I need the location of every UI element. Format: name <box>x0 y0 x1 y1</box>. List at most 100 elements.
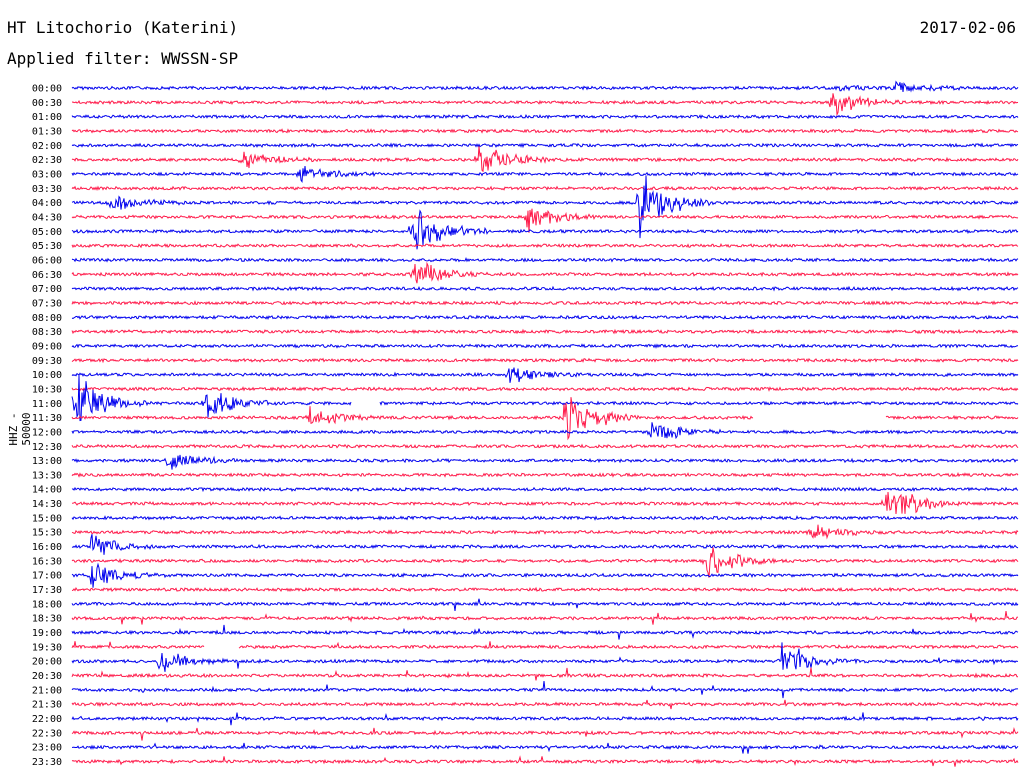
trace-row <box>71 185 1019 192</box>
trace-row <box>71 142 1019 149</box>
trace-row <box>71 166 1019 184</box>
trace-row <box>71 712 1019 726</box>
trace-row <box>72 742 1019 754</box>
trace-row <box>71 261 1019 284</box>
trace-row <box>71 113 1019 120</box>
y-tick-label: 02:30 <box>32 155 62 166</box>
y-tick-label: 00:00 <box>32 84 62 95</box>
y-tick-label: 15:30 <box>32 528 62 539</box>
y-tick-label: 12:00 <box>32 427 62 438</box>
y-tick-label: 10:00 <box>32 370 62 381</box>
y-tick-label: 16:30 <box>32 556 62 567</box>
y-tick-label: 23:30 <box>32 757 62 768</box>
trace-row <box>71 547 1019 578</box>
trace-row <box>71 343 1018 349</box>
trace-row <box>71 367 1019 383</box>
trace-row <box>71 357 1019 364</box>
date-label: 2017-02-06 <box>919 18 1016 37</box>
y-tick-label: 23:00 <box>32 743 62 754</box>
y-tick-label: 10:30 <box>32 384 62 395</box>
y-tick-label: 07:00 <box>32 284 62 295</box>
y-tick-label: 15:00 <box>32 513 62 524</box>
y-tick-label: 11:00 <box>32 399 62 410</box>
y-tick-label: 21:00 <box>32 685 62 696</box>
trace-row <box>71 472 1019 478</box>
y-tick-label: 00:30 <box>32 98 62 109</box>
y-tick-label: 22:30 <box>32 728 62 739</box>
trace-row <box>71 755 1019 767</box>
trace-row <box>71 257 1019 263</box>
trace-row <box>71 491 1019 515</box>
y-tick-label: 20:00 <box>32 657 62 668</box>
y-tick-label: 18:30 <box>32 614 62 625</box>
trace-row <box>71 699 1019 710</box>
trace-row <box>71 642 1019 672</box>
trace-row <box>71 397 1019 441</box>
trace-row <box>71 586 1019 593</box>
trace-row <box>71 175 1019 239</box>
y-tick-label: 04:00 <box>32 198 62 209</box>
y-tick-label: 01:00 <box>32 112 62 123</box>
trace-row <box>71 624 1019 640</box>
y-tick-label: 18:00 <box>32 599 62 610</box>
trace-row <box>71 515 1019 521</box>
trace-row <box>71 328 1019 335</box>
trace-row <box>71 422 1019 440</box>
trace-row <box>71 128 1019 134</box>
y-tick-label: 09:00 <box>32 341 62 352</box>
y-tick-label: 17:30 <box>32 585 62 596</box>
y-tick-label: 05:30 <box>32 241 62 252</box>
y-tick-label: 21:30 <box>32 700 62 711</box>
y-tick-label: 19:00 <box>32 628 62 639</box>
y-tick-label: 05:00 <box>32 227 62 238</box>
trace-row <box>71 209 1019 250</box>
trace-row <box>71 641 1019 650</box>
y-tick-label: 03:00 <box>32 169 62 180</box>
y-tick-label: 16:00 <box>32 542 62 553</box>
y-tick-label: 12:30 <box>32 442 62 453</box>
trace-row <box>71 598 1019 611</box>
trace-row <box>71 386 1019 392</box>
y-tick-label: 13:30 <box>32 470 62 481</box>
y-tick-label: 20:30 <box>32 671 62 682</box>
y-tick-label: 13:00 <box>32 456 62 467</box>
y-tick-label: 02:00 <box>32 141 62 152</box>
y-tick-label: 19:30 <box>32 642 62 653</box>
trace-row <box>71 611 1019 625</box>
y-tick-label: 01:30 <box>32 126 62 137</box>
y-tick-label: 06:30 <box>32 270 62 281</box>
y-tick-label: 04:30 <box>32 212 62 223</box>
y-tick-label: 14:00 <box>32 485 62 496</box>
trace-row <box>71 680 1019 699</box>
trace-row <box>71 314 1019 320</box>
trace-row <box>71 726 1019 741</box>
y-tick-label: 07:30 <box>32 298 62 309</box>
y-tick-label: 22:00 <box>32 714 62 725</box>
trace-row <box>71 375 1019 422</box>
trace-row <box>71 443 1019 449</box>
trace-row <box>71 80 1019 93</box>
y-tick-label: 14:30 <box>32 499 62 510</box>
trace-row <box>71 285 1019 292</box>
trace-row <box>71 208 1019 233</box>
trace-row <box>71 667 1018 681</box>
y-tick-label: 08:30 <box>32 327 62 338</box>
y-tick-label: 17:00 <box>32 571 62 582</box>
trace-row <box>71 242 1019 249</box>
trace-row <box>71 146 1019 173</box>
trace-row <box>71 524 1019 540</box>
station-title: HT Litochorio (Katerini) <box>7 18 239 37</box>
trace-row <box>71 454 1019 470</box>
y-tick-label: 03:30 <box>32 184 62 195</box>
y-tick-label: 11:30 <box>32 413 62 424</box>
y-tick-label: 09:30 <box>32 356 62 367</box>
trace-row <box>71 93 1019 117</box>
trace-row <box>71 486 1019 493</box>
trace-row <box>71 534 1019 555</box>
filter-label: Applied filter: WWSSN-SP <box>7 49 239 68</box>
trace-row <box>71 300 1019 306</box>
y-tick-label: 08:00 <box>32 313 62 324</box>
trace-row <box>71 562 1019 588</box>
y-tick-label: 06:00 <box>32 255 62 266</box>
